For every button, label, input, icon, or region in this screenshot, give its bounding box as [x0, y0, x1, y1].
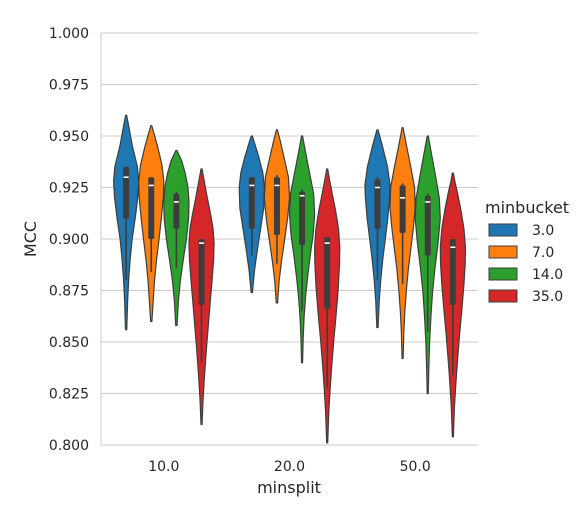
legend-swatch	[488, 267, 518, 281]
violin-iqr-box	[123, 166, 130, 219]
y-tick-label: 0.925	[49, 181, 89, 197]
legend-swatch	[488, 223, 518, 237]
y-tick-label: 0.825	[49, 387, 89, 403]
violin-iqr-box	[399, 185, 406, 233]
y-tick-label: 0.900	[49, 232, 89, 248]
violins	[112, 114, 467, 444]
legend-label: 35.0	[532, 289, 563, 305]
violin-iqr-box	[273, 177, 280, 235]
violin-iqr-box	[148, 177, 155, 239]
axes	[100, 33, 478, 446]
legend-label: 14.0	[532, 267, 563, 283]
violin-iqr-box	[198, 239, 205, 305]
y-tick-label: 0.800	[49, 438, 89, 454]
x-tick-label: 20.0	[274, 459, 305, 475]
violin-iqr-box	[424, 195, 431, 256]
y-axis-title: MCC	[21, 221, 40, 257]
legend-swatch	[488, 289, 518, 303]
violin-iqr-box	[248, 177, 255, 229]
y-tick-label: 0.850	[49, 335, 89, 351]
legend: minbucket 3.0 7.0 14.0 35.0	[485, 198, 569, 305]
y-tick-labels: 0.800 0.825 0.850 0.875 0.900 0.925 0.950 0.975…	[49, 26, 89, 454]
legend-label: 3.0	[532, 223, 554, 239]
y-tick-label: 0.950	[49, 129, 89, 145]
x-tick-labels: 10.0 20.0 50.0	[148, 459, 431, 475]
violin-iqr-box	[173, 193, 180, 229]
legend-title: minbucket	[485, 198, 569, 217]
y-tick-label: 1.000	[49, 26, 89, 42]
legend-swatch	[488, 245, 518, 259]
violin-iqr-box	[449, 239, 456, 305]
violin-iqr-box	[324, 236, 331, 310]
x-axis-title: minsplit	[257, 478, 321, 497]
y-tick-label: 0.975	[49, 78, 89, 94]
violin-iqr-box	[374, 179, 381, 229]
y-tick-label: 0.875	[49, 284, 89, 300]
legend-label: 7.0	[532, 245, 554, 261]
x-tick-label: 10.0	[148, 459, 179, 475]
x-tick-label: 50.0	[400, 459, 431, 475]
violin-iqr-box	[299, 191, 306, 246]
legend-items: 3.0 7.0 14.0 35.0	[488, 223, 563, 305]
